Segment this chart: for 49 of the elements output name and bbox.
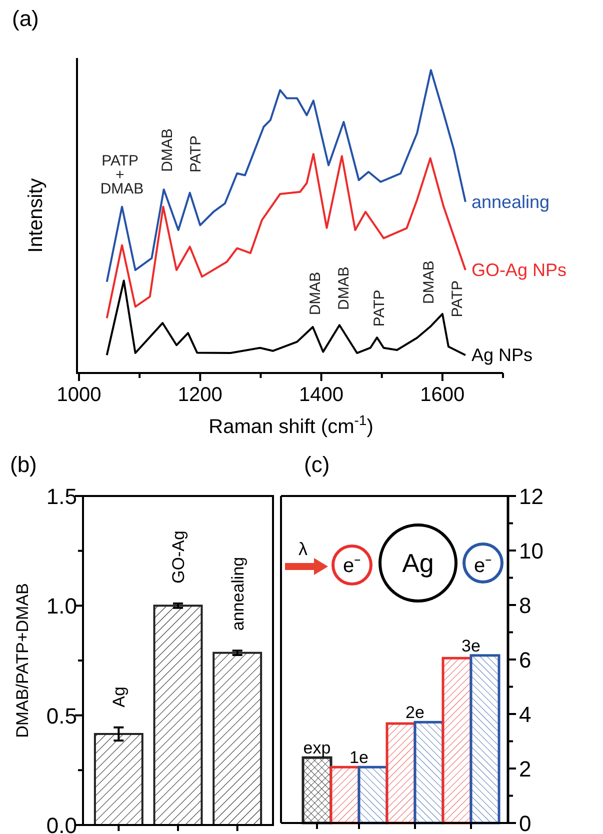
- y2-tick-label: 0: [519, 811, 532, 834]
- y2-tick-label: 6: [519, 648, 532, 672]
- chart-title: (c): [304, 452, 330, 477]
- x-tick-label: 1000: [56, 384, 102, 406]
- annotation: DMAB: [307, 272, 324, 316]
- annotation: PATP + DMAB: [100, 152, 144, 198]
- x-tick-label: 1e: [350, 748, 368, 768]
- y-axis-title: Intensity: [25, 178, 47, 253]
- annotation: PATP: [448, 280, 466, 318]
- x-tick-label: 2e: [406, 703, 424, 722]
- annotation: DMAB: [420, 260, 438, 304]
- annotation: λ: [298, 539, 308, 559]
- series-label: annealing: [471, 192, 550, 212]
- bar: [414, 720, 444, 824]
- series-label: Ag NPs: [471, 345, 532, 366]
- chart-title: (a): [12, 6, 39, 31]
- y-tick-label: 0.0: [46, 813, 77, 834]
- bar: [212, 652, 262, 826]
- x-axis-title: Raman shift (cm$^{-1}$): [208, 412, 374, 438]
- series-label: GO-Ag NPs: [471, 260, 566, 280]
- y2-tick-label: 12: [519, 484, 544, 509]
- y-tick-label: 1.5: [46, 484, 77, 509]
- x-tick-label: annealing: [228, 556, 248, 631]
- bar: [153, 604, 203, 826]
- x-tick-label: exp: [303, 738, 331, 758]
- x-tick-label: 3e: [462, 636, 480, 656]
- annotation: DMAB: [336, 266, 353, 310]
- y-axis-title: DMAB/PATP+DMAB: [13, 583, 32, 738]
- chart-title: (b): [10, 452, 37, 477]
- y2-tick-label: 8: [519, 593, 532, 618]
- annotation: e⁻: [474, 555, 492, 577]
- bar: [94, 732, 144, 826]
- bar: [386, 722, 416, 824]
- bar: [302, 756, 332, 824]
- x-tick-label: 1200: [178, 384, 222, 406]
- x-tick-label: GO-Ag: [169, 530, 188, 584]
- annotation: e⁻: [342, 555, 362, 577]
- bar: [470, 654, 500, 824]
- y2-tick-label: 10: [519, 538, 544, 564]
- x-tick-label: 1600: [420, 384, 465, 406]
- y-tick-label: 1.0: [46, 594, 77, 619]
- y2-tick-label: 2: [519, 756, 532, 782]
- x-tick-label: 1400: [299, 384, 344, 406]
- bar: [442, 656, 472, 824]
- annotation: DMAB: [158, 128, 176, 172]
- y2-tick-label: 4: [519, 702, 532, 727]
- annotation: PATP: [370, 290, 388, 327]
- y-tick-label: 0.5: [46, 703, 77, 728]
- annotation: PATP: [187, 136, 204, 172]
